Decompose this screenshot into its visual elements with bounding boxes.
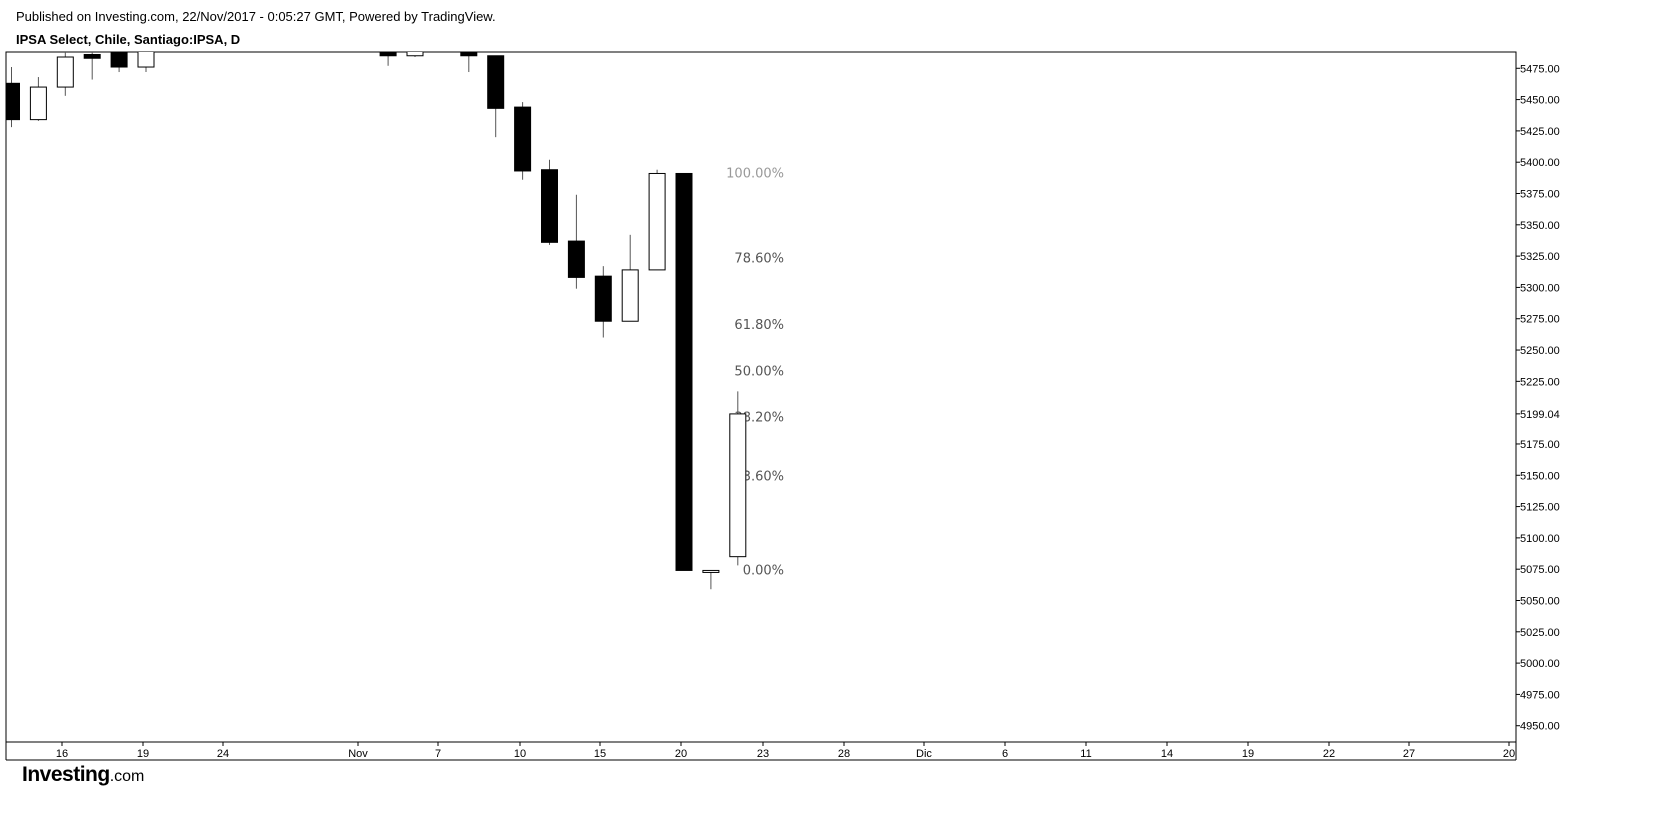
last-price-label: 5199.04 [1520, 409, 1560, 421]
candle-body [137, 52, 155, 68]
candle [621, 234, 639, 322]
x-tick-label: 15 [594, 748, 606, 760]
candle-body [379, 52, 397, 57]
candle [594, 266, 612, 338]
candle-body [460, 52, 478, 57]
candles [6, 42, 747, 590]
y-tick-label: 5050.00 [1520, 595, 1560, 607]
candle [434, 42, 450, 52]
candle [137, 52, 155, 73]
y-tick-label: 5375.00 [1520, 189, 1560, 201]
x-tick-label: 20 [1503, 748, 1515, 760]
y-tick-label: 5425.00 [1520, 126, 1560, 138]
symbol-title: IPSA Select, Chile, Santiago:IPSA, D [16, 32, 241, 47]
candle-body [110, 52, 128, 68]
y-axis: 4950.00 4975.00 5000.00 5025.00 5050.00 5075.… [1516, 63, 1679, 733]
candle-body [406, 52, 424, 57]
y-tick-label: 5350.00 [1520, 220, 1560, 232]
candle [406, 52, 424, 58]
x-tick-label: Dic [916, 748, 932, 760]
candle-body [487, 55, 505, 109]
candle-body [648, 172, 666, 271]
x-tick-label: Nov [348, 748, 368, 760]
published-caption: Published on Investing.com, 22/Nov/2017 … [16, 9, 496, 24]
x-tick-label: 14 [1161, 748, 1173, 760]
brand-suffix: .com [109, 768, 145, 785]
candle [514, 102, 532, 180]
fib-level-label: 100.00% [726, 166, 784, 181]
candle-body [729, 413, 747, 558]
investing-logo: Investing.com [22, 763, 144, 787]
x-tick-label: 19 [1242, 748, 1254, 760]
candle-body [621, 269, 639, 322]
x-tick-label: 19 [137, 748, 149, 760]
y-tick-label: 5300.00 [1520, 282, 1560, 294]
last-price-box [1517, 404, 1679, 423]
y-tick-label: 5100.00 [1520, 533, 1560, 545]
candle-body [56, 56, 74, 88]
candle [110, 52, 128, 73]
candle [56, 52, 74, 96]
candle [487, 55, 505, 138]
fibonacci-levels: 100.00% 78.60% 61.80% 50.00% 38.20% 23.60% 0.0… [726, 166, 784, 578]
x-tick-label: 11 [1080, 748, 1091, 760]
candle [648, 169, 666, 271]
fib-level-label: 78.60% [734, 252, 784, 267]
y-tick-label: 5075.00 [1520, 564, 1560, 576]
y-tick-label: 4950.00 [1520, 721, 1560, 733]
fib-level-label: 23.60% [734, 470, 784, 485]
candle [567, 194, 585, 289]
candle-body [675, 172, 693, 571]
candle [29, 77, 47, 121]
candle [6, 67, 20, 128]
y-tick-label: 5400.00 [1520, 157, 1560, 169]
y-tick-label: 5450.00 [1520, 95, 1560, 107]
x-tick-label: 23 [757, 748, 769, 760]
y-tick-label: 5125.00 [1520, 502, 1560, 514]
y-tick-label: 4975.00 [1520, 689, 1560, 701]
y-tick-label: 5250.00 [1520, 345, 1560, 357]
candle [460, 52, 478, 73]
y-tick-label: 5025.00 [1520, 627, 1560, 639]
candle-body [702, 569, 720, 573]
candle-body [434, 44, 450, 49]
candle-body [514, 106, 532, 172]
candle-body [6, 82, 20, 121]
candle-body [541, 169, 558, 243]
y-tick-label: 5225.00 [1520, 376, 1560, 388]
candle-body [594, 275, 612, 322]
y-tick-label: 5475.00 [1520, 63, 1560, 75]
y-tick-label: 5175.00 [1520, 439, 1560, 451]
x-tick-label: 7 [435, 748, 441, 760]
candle [675, 172, 693, 571]
candle-body [567, 240, 585, 278]
plot-frame [5, 51, 1517, 743]
y-tick-label: 5150.00 [1520, 470, 1560, 482]
x-tick-label: 16 [56, 748, 68, 760]
x-tick-label: 10 [514, 748, 526, 760]
fib-level-label: 61.80% [734, 318, 784, 333]
fib-level-label: 0.00% [743, 563, 784, 578]
candle-body [83, 54, 101, 59]
x-tick-label: 28 [838, 748, 850, 760]
y-tick-label: 5275.00 [1520, 314, 1560, 326]
candle-body [29, 86, 47, 121]
x-tick-label: 20 [675, 748, 687, 760]
candle [83, 52, 101, 80]
x-tick-label: 22 [1323, 748, 1335, 760]
candle [541, 159, 558, 245]
y-tick-label: 5325.00 [1520, 251, 1560, 263]
x-tick-label: 6 [1002, 748, 1008, 760]
x-tick-label: 27 [1403, 748, 1415, 760]
candle [729, 391, 747, 566]
brand-name: Investing [22, 763, 110, 786]
x-tick-label: 24 [217, 748, 229, 760]
fib-level-label: 38.20% [734, 411, 784, 426]
fib-level-label: 50.00% [734, 364, 784, 379]
y-tick-label: 5000.00 [1520, 658, 1560, 670]
x-axis: 16 19 24 Nov 7 10 15 20 23 28 Dic 6 11 14 19 22 27 20 [56, 742, 1515, 760]
candle [379, 52, 397, 66]
candle [702, 569, 720, 590]
